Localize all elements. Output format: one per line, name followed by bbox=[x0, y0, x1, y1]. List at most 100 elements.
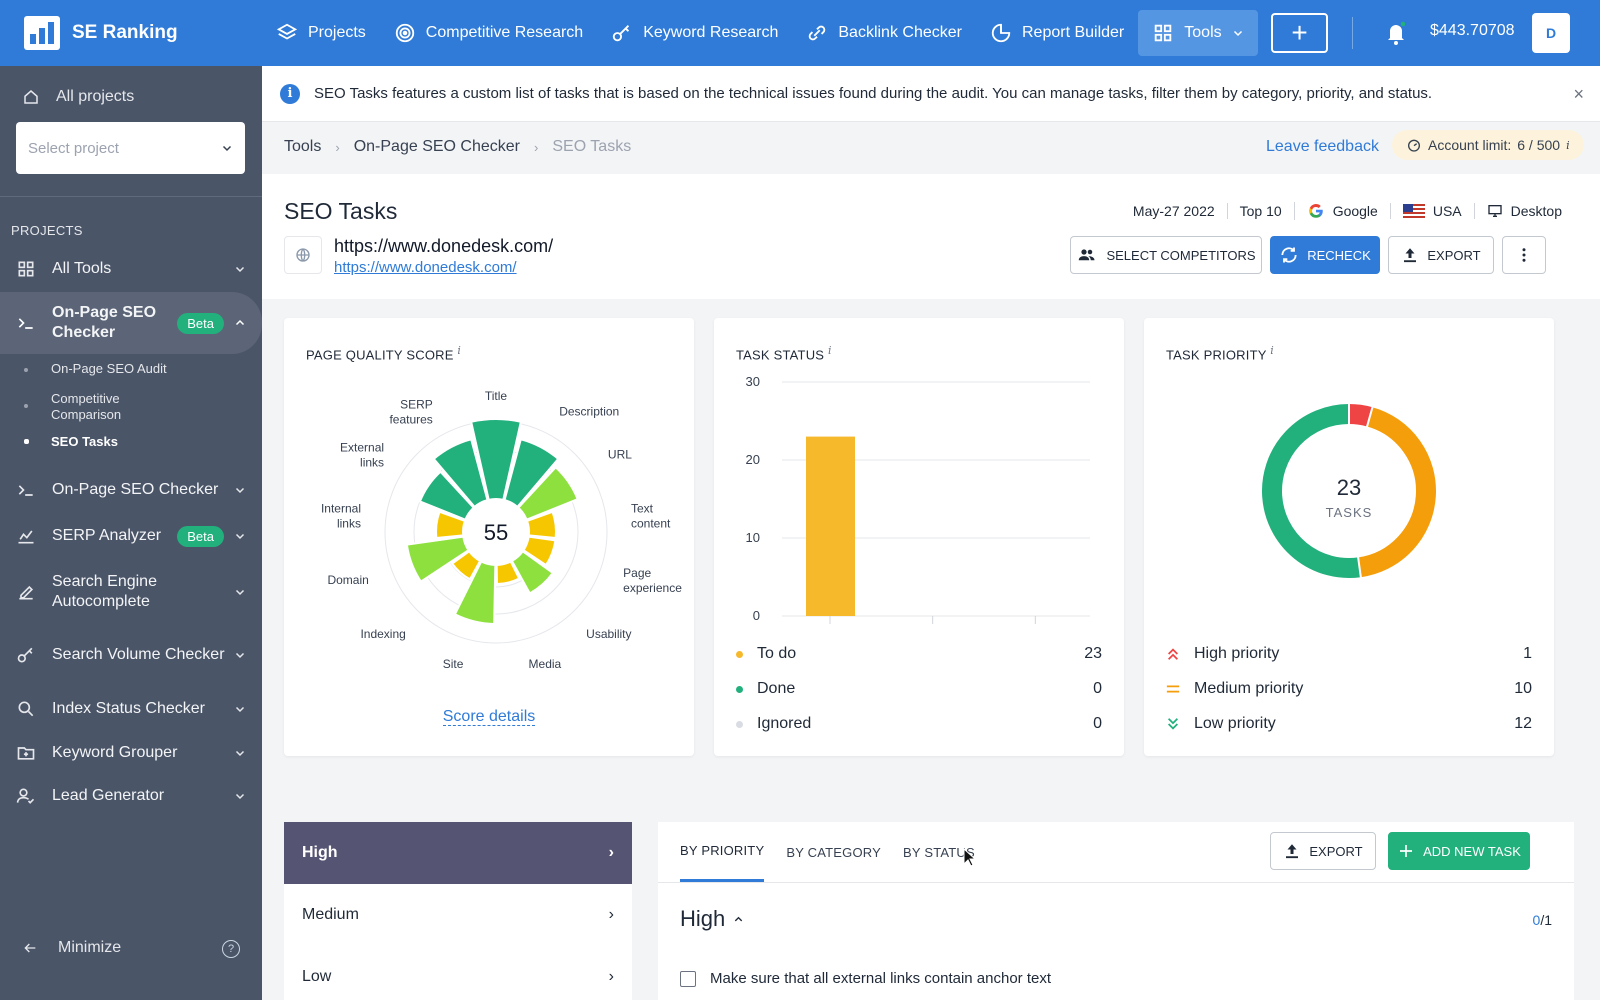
leave-feedback-link[interactable]: Leave feedback bbox=[1266, 138, 1379, 155]
double-chevron-up-icon bbox=[1168, 648, 1178, 660]
button-label: ADD NEW TASK bbox=[1423, 843, 1521, 859]
recheck-button[interactable]: RECHECK bbox=[1270, 236, 1380, 274]
breadcrumb-tools[interactable]: Tools bbox=[284, 138, 322, 155]
nav-report-builder[interactable]: Report Builder bbox=[976, 10, 1138, 56]
priority-medium-row: Medium priority 10 bbox=[1166, 680, 1532, 698]
quality-axis-label: URL bbox=[608, 448, 632, 462]
card-title: TASK PRIORITY i bbox=[1166, 344, 1274, 363]
task-status-card: TASK STATUS i 0 10 20 30 To do 23 Done 0 Ig… bbox=[714, 318, 1124, 756]
priority-slice[interactable] bbox=[1262, 404, 1361, 578]
donut-total: 23 bbox=[1337, 475, 1361, 500]
quality-segment[interactable] bbox=[503, 438, 560, 509]
page-quality-card: PAGE QUALITY SCORE i Title Description URL… bbox=[284, 318, 694, 756]
all-projects-link[interactable]: All projects bbox=[22, 88, 134, 106]
quality-segment[interactable] bbox=[405, 535, 470, 584]
nav-keyword-research[interactable]: Keyword Research bbox=[597, 10, 792, 56]
info-icon[interactable]: i bbox=[1270, 344, 1274, 357]
priority-filter-low[interactable]: Low › bbox=[284, 946, 632, 1000]
nav-tools[interactable]: Tools bbox=[1138, 10, 1258, 56]
quality-segment[interactable] bbox=[469, 418, 523, 502]
tab-by-status[interactable]: BY STATUS bbox=[903, 844, 975, 860]
nav-backlink-checker[interactable]: Backlink Checker bbox=[792, 10, 976, 56]
sidebar-item-lead-generator[interactable]: Lead Generator bbox=[0, 783, 262, 809]
nav-projects[interactable]: Projects bbox=[262, 10, 380, 56]
beta-badge: Beta bbox=[177, 525, 224, 547]
info-icon[interactable]: i bbox=[1566, 138, 1570, 152]
chevron-down-icon bbox=[235, 706, 245, 713]
sidebar-item-search-engine-autocomplete[interactable]: Search Engine Autocomplete bbox=[0, 571, 262, 613]
quality-segment[interactable] bbox=[516, 465, 579, 521]
sidebar-item-keyword-grouper[interactable]: Keyword Grouper bbox=[0, 740, 262, 766]
tasks-export-button[interactable]: EXPORT bbox=[1270, 832, 1376, 870]
info-icon[interactable]: i bbox=[457, 344, 462, 357]
balance[interactable]: $443.70708 bbox=[1430, 22, 1515, 39]
quality-segment[interactable] bbox=[435, 510, 467, 540]
search-icon bbox=[18, 701, 34, 717]
sidebar-item-label: On-Page SEO Checker bbox=[52, 304, 157, 341]
sidebar-item-search-volume-checker[interactable]: Search Volume Checker bbox=[0, 634, 262, 676]
quality-segment[interactable] bbox=[522, 535, 557, 567]
export-button[interactable]: EXPORT bbox=[1388, 236, 1494, 274]
button-label: RECHECK bbox=[1307, 247, 1371, 263]
sidebar-item-on-page-seo-checker-beta[interactable]: On-Page SEO Checker Beta bbox=[0, 292, 262, 354]
equals-icon bbox=[1166, 685, 1180, 693]
bell-icon[interactable] bbox=[1384, 20, 1408, 46]
more-options-button[interactable] bbox=[1502, 236, 1546, 274]
task-checkbox[interactable] bbox=[680, 970, 696, 987]
quality-axis-label: Internal links bbox=[321, 502, 361, 531]
quality-segment[interactable] bbox=[525, 510, 557, 540]
priority-filter-high[interactable]: High › bbox=[284, 822, 632, 884]
status-bar[interactable] bbox=[806, 436, 855, 616]
logo[interactable]: SE Ranking bbox=[0, 16, 262, 50]
legend-label: Ignored bbox=[757, 715, 812, 732]
quality-segment[interactable] bbox=[510, 549, 555, 595]
info-icon[interactable]: i bbox=[827, 344, 832, 357]
project-select[interactable]: Select project bbox=[16, 122, 245, 174]
quality-segment[interactable] bbox=[432, 438, 489, 509]
select-competitors-button[interactable]: SELECT COMPETITORS bbox=[1070, 236, 1262, 274]
sidebar-subitem-on-page-seo-audit[interactable]: On-Page SEO Audit bbox=[51, 361, 167, 376]
globe-icon bbox=[284, 236, 322, 274]
score-details-link[interactable]: Score details bbox=[442, 708, 536, 726]
tasks-panel: BY PRIORITY BY CATEGORY BY STATUS EXPORT… bbox=[658, 822, 1574, 1000]
legend-value: 0 bbox=[1093, 680, 1102, 697]
quality-segment[interactable] bbox=[495, 560, 521, 586]
task-title[interactable]: Make sure that all external links contai… bbox=[710, 970, 1052, 987]
desktop-icon bbox=[1487, 205, 1502, 217]
quality-segment[interactable] bbox=[450, 549, 482, 581]
priority-filter-medium[interactable]: Medium › bbox=[284, 884, 632, 946]
add-new-task-button[interactable]: ADD NEW TASK bbox=[1388, 832, 1530, 870]
close-icon[interactable]: × bbox=[1573, 84, 1584, 104]
avatar[interactable]: D bbox=[1532, 13, 1570, 53]
breadcrumb-on-page-seo-checker[interactable]: On-Page SEO Checker bbox=[353, 138, 520, 155]
priority-slice[interactable] bbox=[1357, 407, 1436, 578]
quality-segment[interactable] bbox=[418, 470, 476, 521]
y-tick-label: 10 bbox=[746, 530, 760, 545]
info-banner: i SEO Tasks features a custom list of ta… bbox=[262, 66, 1600, 122]
sidebar-item-index-status-checker[interactable]: Index Status Checker bbox=[0, 696, 262, 722]
site-url-link[interactable]: https://www.donedesk.com/ bbox=[334, 259, 517, 276]
sidebar-item-all-tools[interactable]: All Tools bbox=[0, 256, 262, 282]
priority-slice[interactable] bbox=[1348, 404, 1373, 427]
nav-competitive-research[interactable]: Competitive Research bbox=[380, 10, 597, 56]
tab-by-category[interactable]: BY CATEGORY bbox=[786, 844, 882, 860]
sidebar-item-on-page-seo-checker[interactable]: On-Page SEO Checker bbox=[0, 477, 262, 503]
chevron-right-icon: › bbox=[608, 844, 614, 861]
refresh-icon bbox=[1281, 247, 1297, 263]
sidebar-subitem-competitive-comparison[interactable]: Competitive Comparison bbox=[51, 391, 122, 422]
sidebar-subitem-seo-tasks[interactable]: SEO Tasks bbox=[51, 434, 118, 449]
add-button[interactable]: + bbox=[1271, 13, 1328, 53]
help-icon[interactable]: ? bbox=[222, 940, 240, 958]
sidebar-item-serp-analyzer[interactable]: SERP Analyzer Beta bbox=[0, 523, 262, 549]
layers-icon bbox=[276, 23, 298, 40]
sidebar: All projects Select project PROJECTS All… bbox=[0, 66, 262, 1000]
task-group-header[interactable]: High bbox=[680, 906, 744, 932]
donut-total-label: TASKS bbox=[1326, 505, 1373, 520]
tab-by-priority[interactable]: BY PRIORITY bbox=[680, 822, 765, 882]
divider bbox=[658, 882, 1574, 883]
bullet bbox=[24, 404, 28, 408]
quality-segment[interactable] bbox=[453, 560, 497, 626]
minimize-button[interactable]: Minimize bbox=[22, 939, 242, 957]
grid-icon bbox=[18, 261, 34, 277]
site-url: https://www.donedesk.com/ bbox=[334, 236, 554, 256]
